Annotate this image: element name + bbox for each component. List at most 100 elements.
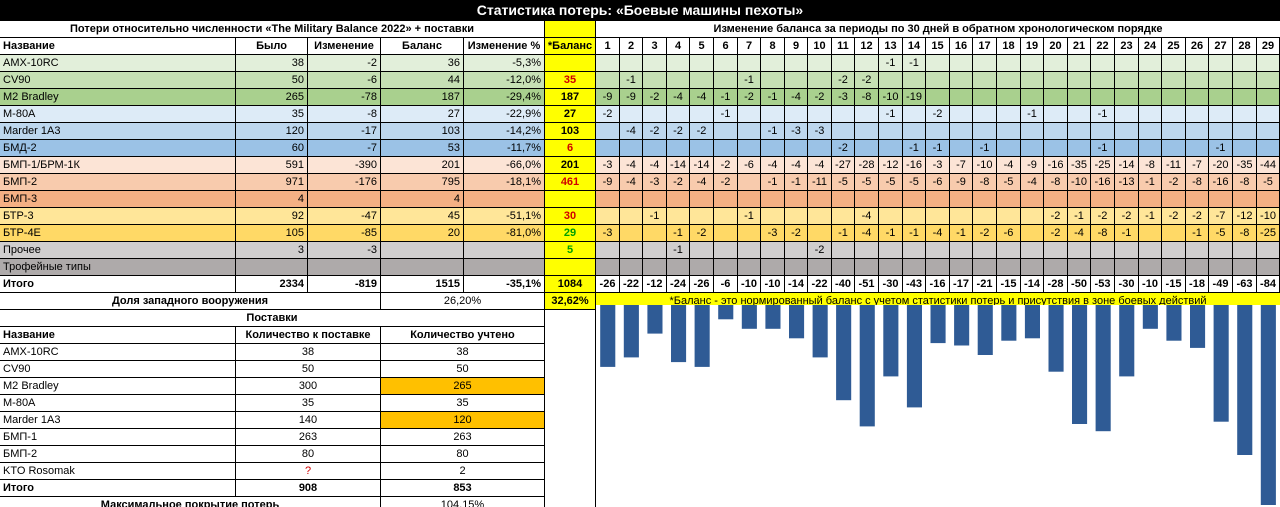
bar-period-21 <box>1072 305 1088 424</box>
period-change-cell <box>1115 55 1138 71</box>
period-change-cell: -1 <box>785 174 807 190</box>
period-change-cell <box>1021 191 1043 207</box>
period-change-cell <box>808 208 831 224</box>
period-change-cell: -14 <box>690 157 713 173</box>
supplies-row-name: AMX-10RC <box>0 344 235 360</box>
period-change-cell <box>690 191 713 207</box>
normalized-balance-cell: 29 <box>545 225 595 241</box>
supplies-row-name: Marder 1A3 <box>0 412 235 428</box>
period-change-cell <box>1091 89 1114 105</box>
period-header: 25 <box>1162 38 1185 54</box>
loss-table-cell: 44 <box>381 72 463 88</box>
period-change-cell: -3 <box>643 174 666 190</box>
period-total-cell: -22 <box>620 276 642 292</box>
period-change-cell: -8 <box>1233 225 1256 241</box>
period-change-cell: -35 <box>1068 157 1090 173</box>
period-change-cell: -4 <box>926 225 949 241</box>
period-header: 28 <box>1233 38 1256 54</box>
period-change-cell <box>785 191 807 207</box>
period-change-cell <box>997 140 1020 156</box>
period-change-cell <box>1186 242 1208 258</box>
period-change-cell <box>1115 140 1138 156</box>
period-change-cell <box>1209 106 1232 122</box>
period-change-cell <box>1209 259 1232 275</box>
period-change-cell <box>620 106 642 122</box>
bar-period-26 <box>1190 305 1206 348</box>
period-change-cell <box>1257 106 1279 122</box>
period-change-cell <box>667 55 689 71</box>
loss-table-cell: 38 <box>236 55 307 71</box>
period-change-cell: -1 <box>903 225 925 241</box>
supplies-column-header: Название <box>0 327 235 343</box>
bar-period-12 <box>859 305 875 427</box>
period-total-cell: -43 <box>903 276 925 292</box>
period-change-cell <box>1115 191 1138 207</box>
period-change-cell <box>1257 89 1279 105</box>
period-change-cell <box>714 123 737 139</box>
column-header: Название <box>0 38 235 54</box>
loss-table-cell: БМП-2 <box>0 174 235 190</box>
period-change-cell: -2 <box>667 123 689 139</box>
period-header: 22 <box>1091 38 1114 54</box>
supplies-row-name: KTO Rosomak <box>0 463 235 479</box>
loss-table-cell: -176 <box>308 174 380 190</box>
period-change-cell: -1 <box>714 89 737 105</box>
period-change-cell: -11 <box>1162 157 1185 173</box>
period-change-cell: -4 <box>785 89 807 105</box>
period-change-cell: -5 <box>1209 225 1232 241</box>
period-change-cell <box>808 55 831 71</box>
period-change-cell: -19 <box>903 89 925 105</box>
period-change-cell <box>1068 106 1090 122</box>
period-change-cell: -1 <box>1021 106 1043 122</box>
period-change-cell <box>1139 55 1161 71</box>
period-change-cell <box>1068 55 1090 71</box>
period-change-cell: -1 <box>738 72 760 88</box>
period-change-cell <box>1021 225 1043 241</box>
period-change-cell <box>596 191 619 207</box>
period-change-cell <box>808 106 831 122</box>
period-change-cell: -3 <box>761 225 784 241</box>
period-header: 17 <box>973 38 996 54</box>
period-change-cell <box>1233 191 1256 207</box>
loss-table-cell: -18,1% <box>464 174 544 190</box>
total-cell: 1515 <box>381 276 463 292</box>
period-change-cell: -16 <box>1044 157 1067 173</box>
period-header: 10 <box>808 38 831 54</box>
period-change-cell: -4 <box>761 157 784 173</box>
period-total-cell: -18 <box>1186 276 1208 292</box>
period-change-cell <box>667 259 689 275</box>
period-change-cell: -5 <box>1257 174 1279 190</box>
period-change-cell: -11 <box>808 174 831 190</box>
period-change-cell: -16 <box>1209 174 1232 190</box>
period-change-cell <box>1186 140 1208 156</box>
period-total-cell: -24 <box>667 276 689 292</box>
loss-table-cell: -47 <box>308 208 380 224</box>
period-change-cell <box>1091 72 1114 88</box>
supplies-row-counted: 265 <box>381 378 544 394</box>
period-change-cell <box>1162 191 1185 207</box>
period-change-cell: -7 <box>950 157 972 173</box>
period-change-cell <box>1209 123 1232 139</box>
period-total-cell: -40 <box>832 276 854 292</box>
period-change-cell: -8 <box>1091 225 1114 241</box>
bar-period-27 <box>1213 305 1229 422</box>
period-change-cell: -9 <box>596 174 619 190</box>
bar-period-24 <box>1142 305 1158 329</box>
period-total-cell: -51 <box>855 276 878 292</box>
period-change-cell <box>1068 242 1090 258</box>
period-change-cell: -3 <box>832 89 854 105</box>
period-change-cell <box>855 242 878 258</box>
bar-period-11 <box>836 305 852 401</box>
loss-table-cell: -7 <box>308 140 380 156</box>
period-change-cell <box>785 259 807 275</box>
period-change-cell <box>1186 123 1208 139</box>
period-change-cell <box>620 191 642 207</box>
loss-table-cell <box>381 259 463 275</box>
period-change-cell <box>1021 259 1043 275</box>
period-change-cell: -5 <box>855 174 878 190</box>
western-share-value: 26,20% <box>381 293 544 309</box>
period-change-cell <box>761 106 784 122</box>
period-change-cell <box>903 259 925 275</box>
period-total-cell: -15 <box>1162 276 1185 292</box>
period-header: 27 <box>1209 38 1232 54</box>
